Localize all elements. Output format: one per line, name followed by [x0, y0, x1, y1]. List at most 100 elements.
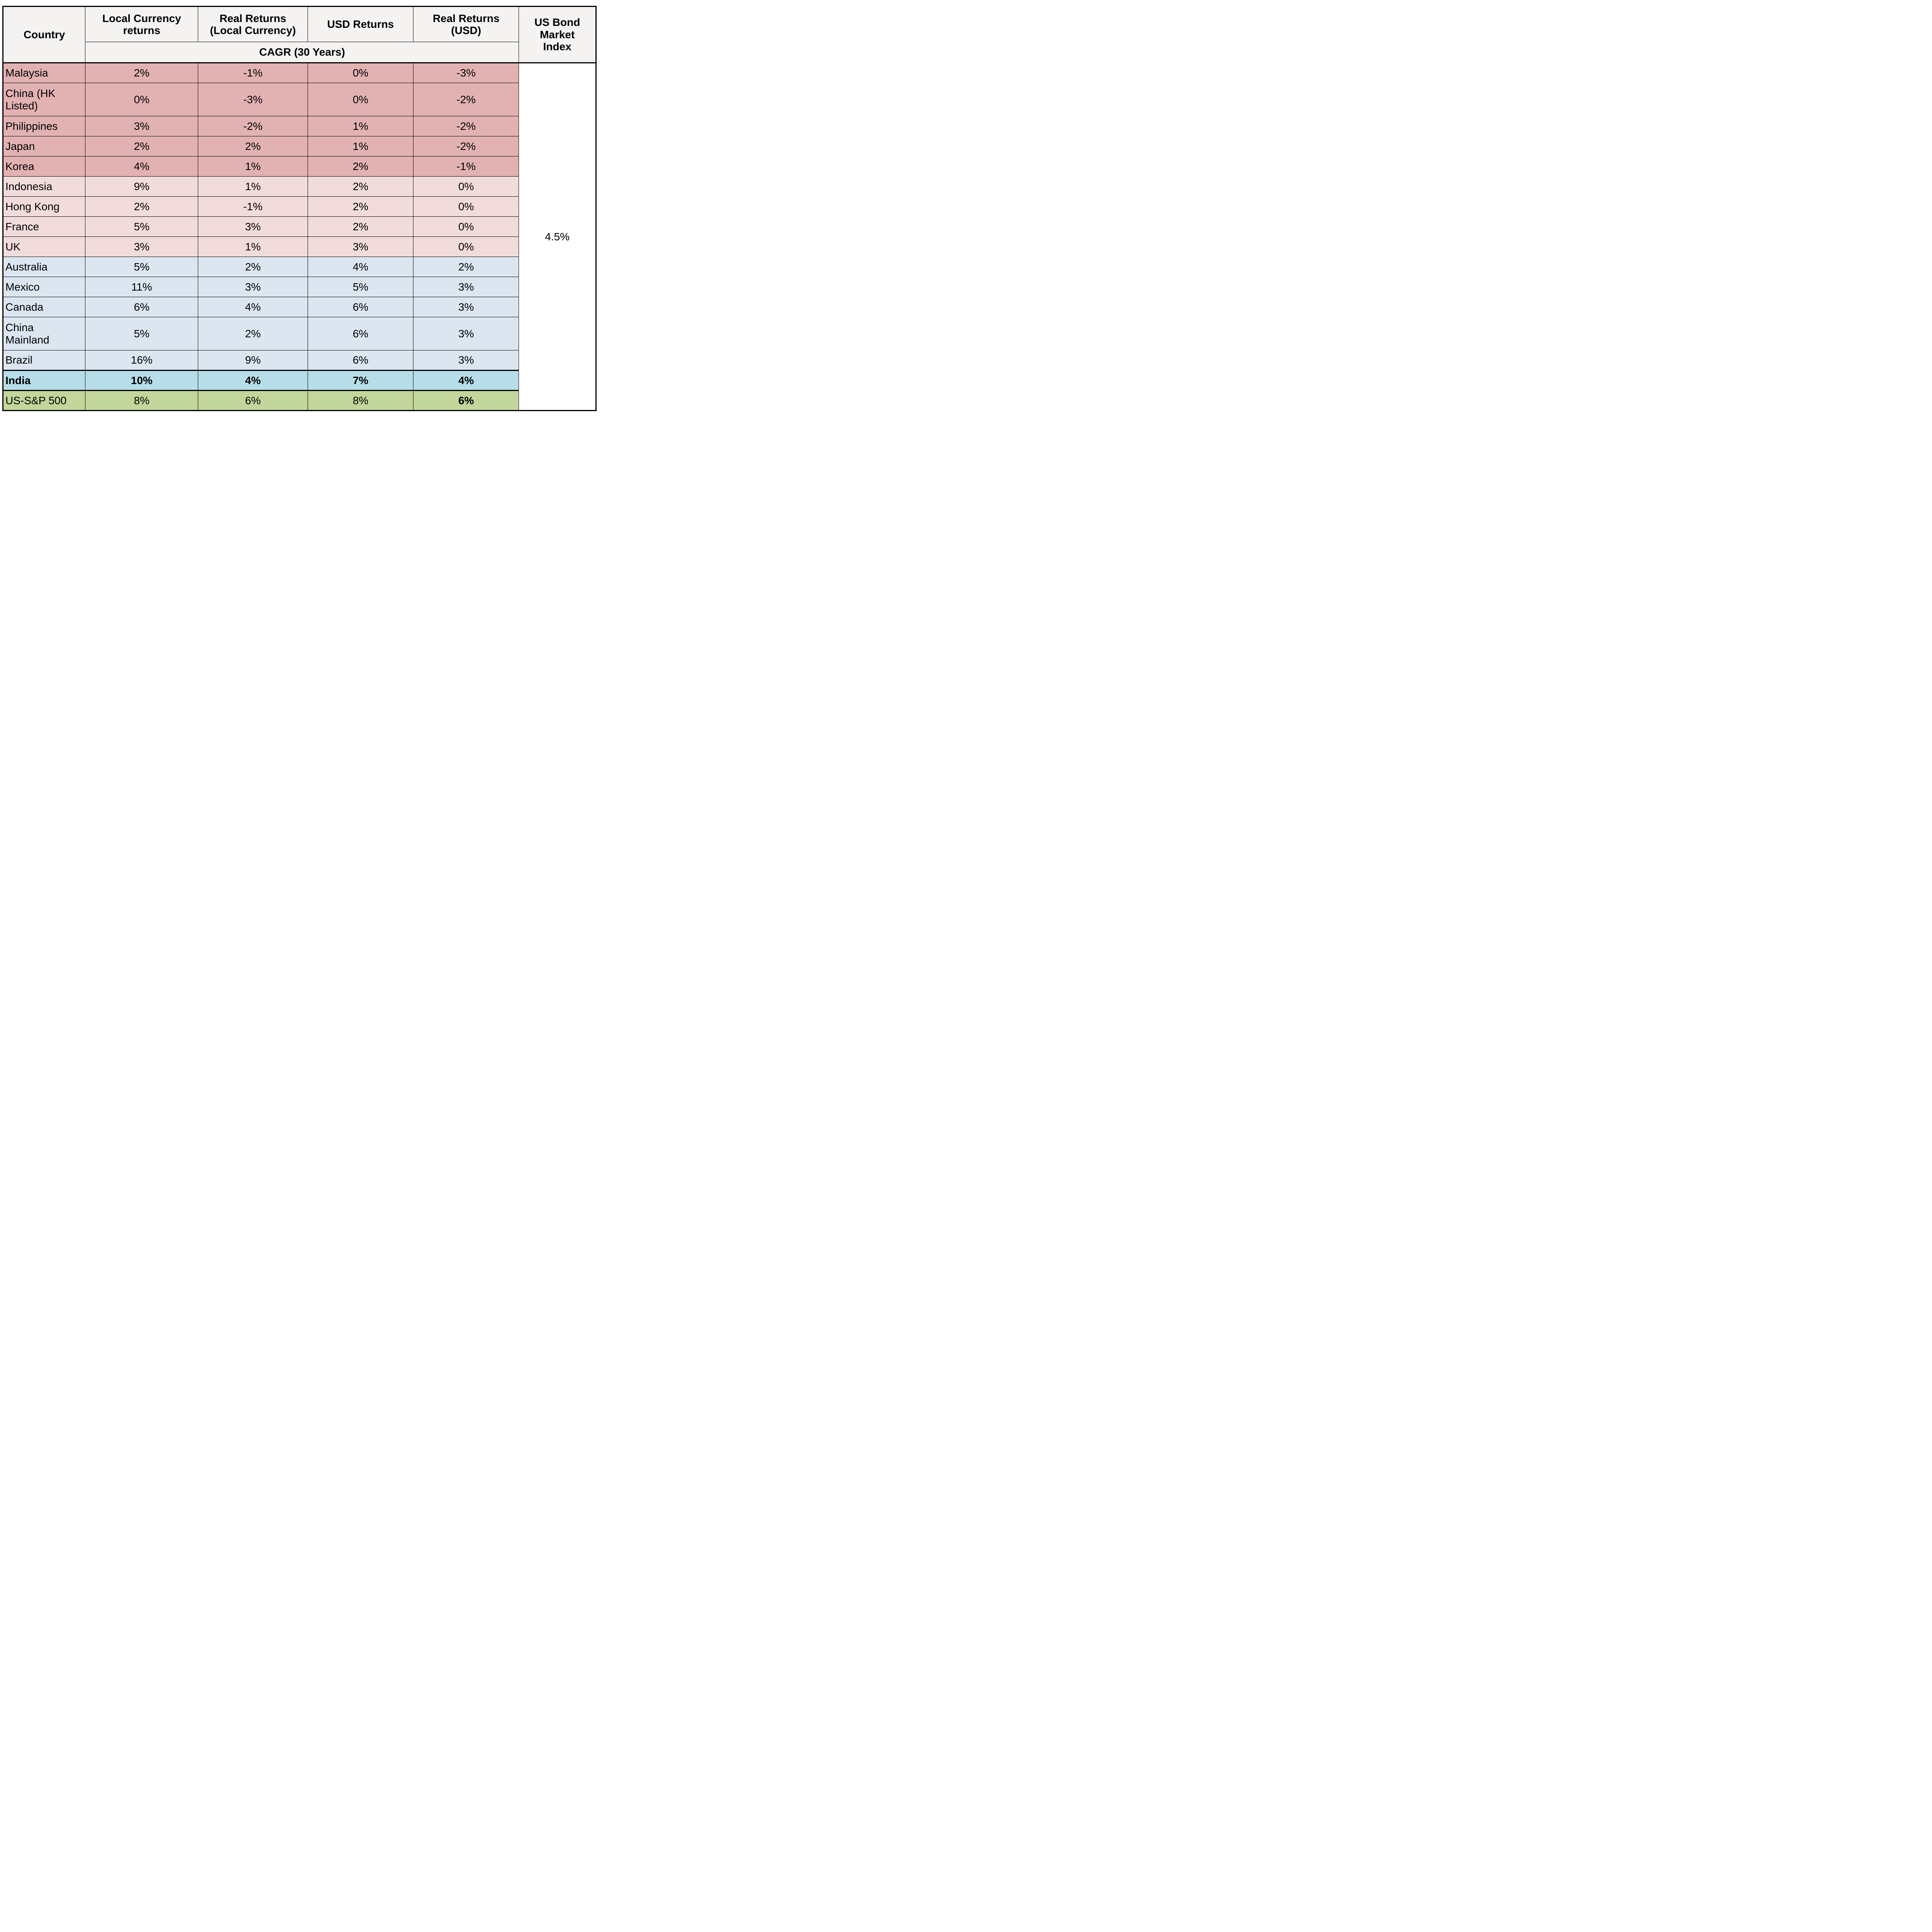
value-cell: 0%	[413, 176, 519, 197]
value-cell: -2%	[413, 83, 519, 116]
value-cell: 0%	[413, 196, 519, 217]
value-cell: -1%	[198, 196, 308, 217]
row-label: India	[2, 370, 86, 391]
value-cell: 2%	[198, 317, 308, 350]
row-label: China (HK Listed)	[2, 83, 86, 116]
value-cell: 1%	[198, 236, 308, 257]
value-cell: 2%	[198, 257, 308, 277]
value-cell: 3%	[85, 116, 198, 136]
value-cell: 0%	[413, 236, 519, 257]
value-cell: 2%	[307, 196, 414, 217]
value-cell: 4%	[85, 156, 198, 177]
table-row: Japan 2% 2% 1% -2%	[2, 136, 596, 156]
table-row: Mexico 11% 3% 5% 3%	[2, 277, 596, 297]
value-cell: -1%	[198, 63, 308, 83]
value-cell: 0%	[413, 216, 519, 237]
value-cell: 9%	[85, 176, 198, 197]
value-cell: 2%	[413, 257, 519, 277]
value-cell: -2%	[413, 116, 519, 136]
value-cell: 5%	[85, 317, 198, 350]
value-cell: 11%	[85, 277, 198, 297]
value-cell: 3%	[198, 277, 308, 297]
row-label: UK	[2, 236, 86, 257]
header-usd-returns: USD Returns	[307, 6, 414, 42]
row-label: Philippines	[2, 116, 86, 136]
header-real-returns-local: Real Returns (Local Currency)	[198, 6, 308, 42]
value-cell: 3%	[413, 317, 519, 350]
header-cagr-30-years: CAGR (30 Years)	[85, 42, 519, 63]
value-cell: 2%	[198, 136, 308, 156]
table-row: UK 3% 1% 3% 0%	[2, 236, 596, 257]
value-cell: 2%	[307, 156, 414, 177]
value-cell: 6%	[307, 317, 414, 350]
value-cell: 6%	[198, 390, 308, 411]
value-cell: -2%	[413, 136, 519, 156]
value-cell: 2%	[85, 136, 198, 156]
value-cell: 0%	[307, 63, 414, 83]
value-cell: -3%	[198, 83, 308, 116]
value-cell: 1%	[307, 116, 414, 136]
table-row: US-S&P 500 8% 6% 8% 6%	[2, 390, 596, 411]
table-row: Canada 6% 4% 6% 3%	[2, 297, 596, 317]
table-row: Brazil 16% 9% 6% 3%	[2, 350, 596, 371]
value-cell: 10%	[85, 370, 198, 391]
value-cell: -3%	[413, 63, 519, 83]
row-label: Malaysia	[2, 63, 86, 83]
table-row: France 5% 3% 2% 0%	[2, 216, 596, 237]
value-cell: 5%	[85, 257, 198, 277]
value-cell: 3%	[413, 297, 519, 317]
table-row: China Mainland 5% 2% 6% 3%	[2, 317, 596, 350]
value-cell: -2%	[198, 116, 308, 136]
row-label: Indonesia	[2, 176, 86, 197]
value-cell: 3%	[85, 236, 198, 257]
table-row: Philippines 3% -2% 1% -2%	[2, 116, 596, 136]
table-row: Hong Kong 2% -1% 2% 0%	[2, 196, 596, 217]
header-country: Country	[2, 6, 86, 63]
table-row: Malaysia 2% -1% 0% -3% 4.5%	[2, 63, 596, 411]
us-bond-value-cell: 4.5%	[519, 63, 596, 411]
row-label: Mexico	[2, 277, 86, 297]
value-cell: 7%	[307, 370, 414, 391]
value-cell: 5%	[307, 277, 414, 297]
table-row: China (HK Listed) 0% -3% 0% -2%	[2, 83, 596, 116]
header-real-returns-usd: Real Returns (USD)	[413, 6, 519, 42]
value-cell: 2%	[85, 196, 198, 217]
value-cell: 6%	[307, 297, 414, 317]
table-row: Australia 5% 2% 4% 2%	[2, 257, 596, 277]
row-label: France	[2, 216, 86, 237]
row-label: Korea	[2, 156, 86, 177]
header-us-bond-market-index: US Bond Market Index	[519, 6, 596, 63]
value-cell: 3%	[307, 236, 414, 257]
value-cell: 1%	[198, 156, 308, 177]
value-cell: 3%	[413, 350, 519, 371]
value-cell: 4%	[307, 257, 414, 277]
value-cell: 9%	[198, 350, 308, 371]
returns-table: Country Local Currency returns Real Retu…	[2, 6, 597, 411]
row-label: China Mainland	[2, 317, 86, 350]
header-local-currency-returns: Local Currency returns	[85, 6, 198, 42]
value-cell: 6%	[85, 297, 198, 317]
row-label: Japan	[2, 136, 86, 156]
value-cell: 3%	[413, 277, 519, 297]
row-label: Australia	[2, 257, 86, 277]
value-cell: 5%	[85, 216, 198, 237]
value-cell: 6%	[413, 390, 519, 411]
table-row: Korea 4% 1% 2% -1%	[2, 156, 596, 177]
value-cell: 2%	[307, 176, 414, 197]
value-cell: 6%	[307, 350, 414, 371]
page: Country Local Currency returns Real Retu…	[0, 0, 598, 411]
table-body: Malaysia 2% -1% 0% -3% 4.5% China (HK Listed) 0…	[2, 63, 596, 411]
value-cell: 2%	[307, 216, 414, 237]
row-label: Hong Kong	[2, 196, 86, 217]
value-cell: 8%	[85, 390, 198, 411]
value-cell: -1%	[413, 156, 519, 177]
row-label: Brazil	[2, 350, 86, 371]
value-cell: 4%	[413, 370, 519, 391]
value-cell: 2%	[85, 63, 198, 83]
value-cell: 8%	[307, 390, 414, 411]
row-label: US-S&P 500	[2, 390, 86, 411]
value-cell: 1%	[198, 176, 308, 197]
table-row: Indonesia 9% 1% 2% 0%	[2, 176, 596, 197]
table-header: Country Local Currency returns Real Retu…	[2, 6, 596, 63]
table-row: India 10% 4% 7% 4%	[2, 370, 596, 391]
